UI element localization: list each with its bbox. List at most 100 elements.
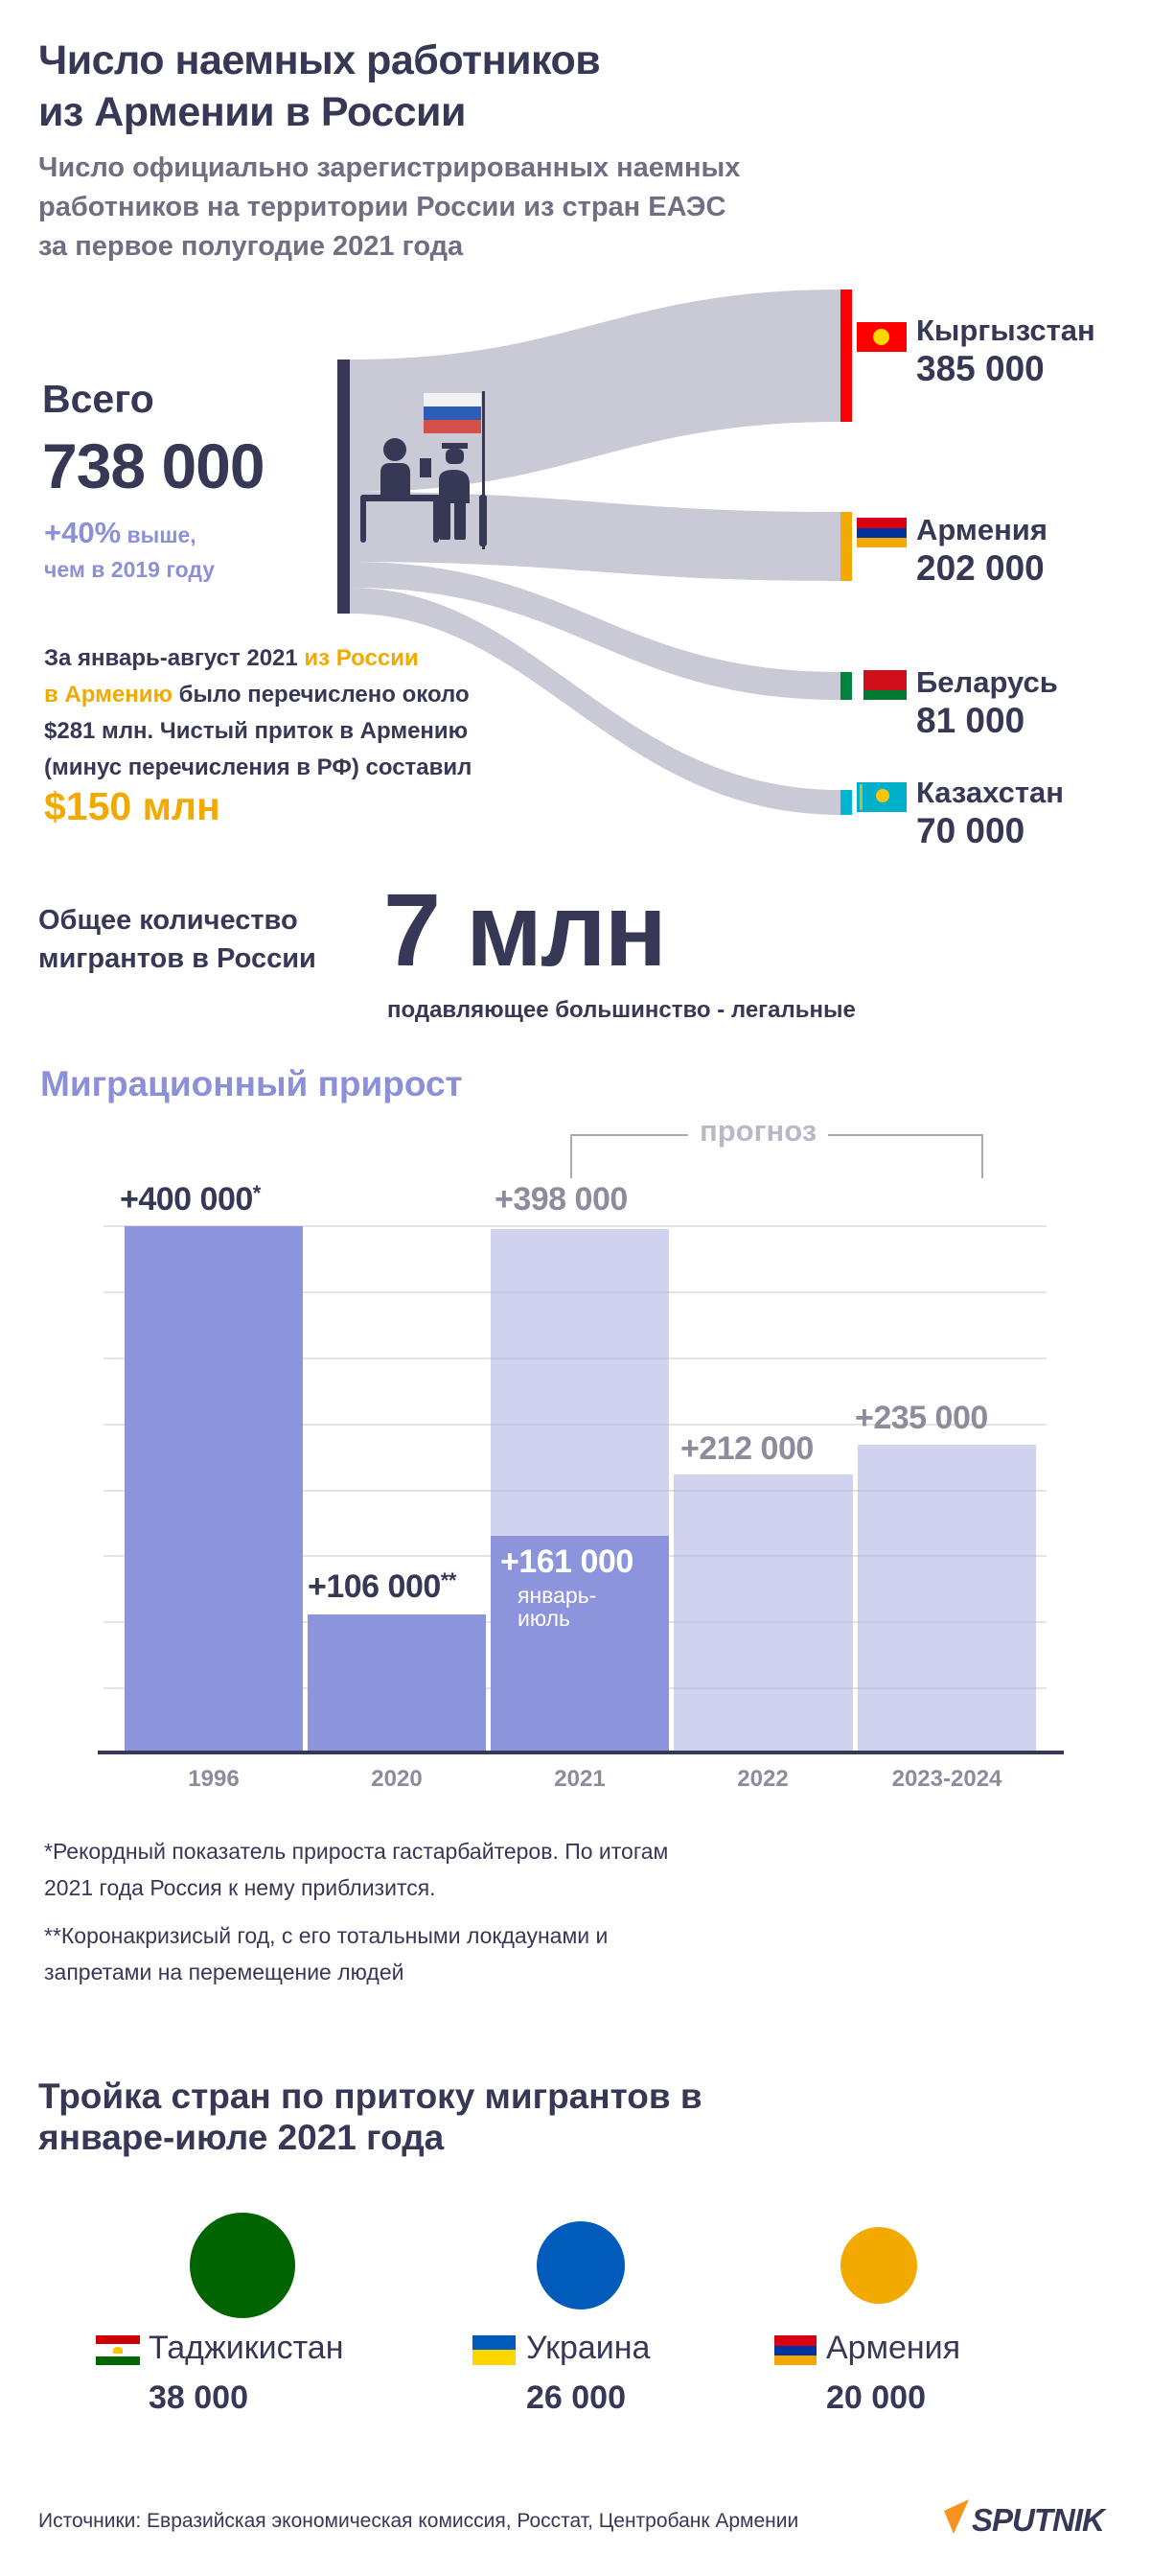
top3-value-tajikistan: 38 000 <box>149 2379 248 2416</box>
footnote-marker: * <box>252 1181 262 1205</box>
flow-kazakhstan <box>350 588 840 815</box>
top3-title-line-2: январе-июле 2021 года <box>38 2118 445 2157</box>
country-value: 70 000 <box>916 811 1025 850</box>
top3-name-ukraine: Украина <box>526 2330 651 2366</box>
target-bar-belarus <box>840 672 852 700</box>
country-value: 202 000 <box>916 548 1045 588</box>
x-tick-2020: 2020 <box>371 1766 423 1792</box>
flag-tajikistan-icon <box>96 2335 140 2365</box>
x-tick-1996: 1996 <box>188 1766 240 1792</box>
sputnik-logo: SPUTNIK <box>972 2502 1105 2538</box>
x-tick-2021: 2021 <box>554 1766 606 1792</box>
target-bar-kazakhstan <box>840 790 852 815</box>
bar-2022 <box>674 1474 853 1752</box>
top3-name-tajikistan: Таджикистан <box>149 2330 344 2366</box>
top3-value-armenia: 20 000 <box>826 2379 926 2416</box>
remit-part-3: $281 млн. Чистый приток в Армению <box>44 718 469 744</box>
top3-title-line-1: Тройка стран по притоку мигрантов в <box>38 2077 702 2116</box>
bar-label-2023-2024: +235 000 <box>855 1400 988 1436</box>
flag-kazakhstan-icon <box>857 782 907 812</box>
bar-2021-actual <box>491 1536 669 1752</box>
country-kazakhstan: Казахстан 70 000 <box>916 775 1064 851</box>
bubble-armenia <box>840 2227 917 2304</box>
footnote-1: *Рекордный показатель прироста гастарбай… <box>44 1833 668 1906</box>
border-control-icon <box>360 391 487 549</box>
footnote-2-line-1: **Коронакризисый год, с его тотальными л… <box>44 1923 609 1948</box>
sankey-diagram <box>337 290 852 815</box>
country-kyrgyzstan: Кыргызстан 385 000 <box>916 313 1095 389</box>
growth-percent: +40% <box>44 516 122 549</box>
remit-part-2: было перечислено около <box>172 682 470 708</box>
bar-note-line-1: январь- <box>518 1583 597 1608</box>
title-line-1: Число наемных работников <box>38 37 601 83</box>
migrants-note: подавляющее большинство - легальные <box>387 997 856 1023</box>
target-bar-armenia <box>840 512 852 581</box>
remit-highlight-1: из России <box>304 645 419 671</box>
flag-kyrgyzstan-icon <box>857 322 907 352</box>
bar-2020 <box>308 1614 486 1752</box>
remittance-text: За январь-август 2021 из России в Армени… <box>44 640 472 786</box>
bar-note-2021: январь- июль <box>518 1584 596 1630</box>
top3-value-ukraine: 26 000 <box>526 2379 626 2416</box>
target-bar-kyrgyzstan <box>840 290 852 422</box>
total-value: 738 000 <box>42 430 265 501</box>
x-tick-2023-2024: 2023-2024 <box>891 1766 1002 1792</box>
growth-text: выше, <box>121 522 196 547</box>
title-line-2: из Армении в России <box>38 89 466 135</box>
bar-label-2022: +212 000 <box>680 1430 814 1467</box>
subtitle-line-3: за первое полугодие 2021 года <box>38 231 464 262</box>
sources-text: Источники: Евразийская экономическая ком… <box>38 2510 799 2532</box>
top3-name-armenia: Армения <box>826 2330 961 2366</box>
migrants-label-1: Общее количество <box>38 905 298 936</box>
migrants-value: 7 млн <box>383 871 667 987</box>
source-bar <box>337 360 350 614</box>
country-belarus: Беларусь 81 000 <box>916 664 1058 741</box>
subtitle-line-1: Число официально зарегистрированных наем… <box>38 152 741 183</box>
growth-text-2: чем в 2019 году <box>44 557 216 582</box>
country-armenia: Армения 202 000 <box>916 512 1047 589</box>
bar-note-line-2: июль <box>518 1606 570 1631</box>
remittance-amount: $150 млн <box>44 784 220 828</box>
bar-label-2021-actual: +161 000 <box>500 1543 633 1580</box>
footnote-1-line-1: *Рекордный показатель прироста гастарбай… <box>44 1839 669 1864</box>
total-label: Всего <box>42 377 154 421</box>
bar-label-2020: +106 000** <box>308 1568 456 1606</box>
growth-chart-title: Миграционный прирост <box>40 1064 463 1103</box>
remit-highlight-2: в Армению <box>44 682 173 708</box>
flag-ukraine-icon <box>472 2335 516 2365</box>
bar-value: +106 000 <box>308 1568 441 1605</box>
flow-armenia <box>350 492 840 581</box>
total-growth: +40% выше, чем в 2019 году <box>44 516 215 587</box>
country-name: Беларусь <box>916 665 1058 699</box>
country-name: Армения <box>916 513 1047 546</box>
bar-label-2021: +398 000 <box>495 1181 628 1218</box>
bubble-tajikistan <box>190 2213 295 2318</box>
flag-belarus-icon <box>857 670 907 700</box>
x-axis <box>98 1751 1064 1754</box>
page-title: Число наемных работников из Армении в Ро… <box>38 35 601 138</box>
footnote-marker: ** <box>440 1568 457 1592</box>
footnote-1-line-2: 2021 года Россия к нему приблизится. <box>44 1875 436 1900</box>
country-value: 385 000 <box>916 349 1045 388</box>
bubble-ukraine <box>537 2221 625 2309</box>
bar-value: +400 000 <box>120 1181 253 1218</box>
sputnik-logo-icon <box>944 2499 969 2534</box>
x-tick-2022: 2022 <box>737 1766 789 1792</box>
page-subtitle: Число официально зарегистрированных наем… <box>38 149 740 267</box>
bar-1996 <box>125 1226 303 1752</box>
footnote-2-line-2: запретами на перемещение людей <box>44 1960 404 1984</box>
flag-armenia-icon <box>857 518 907 547</box>
footnote-2: **Коронакризисый год, с его тотальными л… <box>44 1917 608 1990</box>
flow-belarus <box>350 562 840 700</box>
flow-kyrgyzstan <box>350 290 840 492</box>
country-name: Казахстан <box>916 776 1065 809</box>
remit-part-4: (минус перечисления в РФ) составил <box>44 754 472 780</box>
migrants-label-2: мигрантов в России <box>38 943 316 974</box>
flag-armenia-small-icon <box>774 2335 817 2365</box>
country-name: Кыргызстан <box>916 313 1095 347</box>
migrants-label: Общее количество мигрантов в России <box>38 901 316 978</box>
bar-label-1996: +400 000* <box>120 1181 261 1218</box>
subtitle-line-2: работников на территории России из стран… <box>38 192 726 222</box>
bar-2023-2024 <box>858 1445 1036 1752</box>
country-value: 81 000 <box>916 701 1025 740</box>
